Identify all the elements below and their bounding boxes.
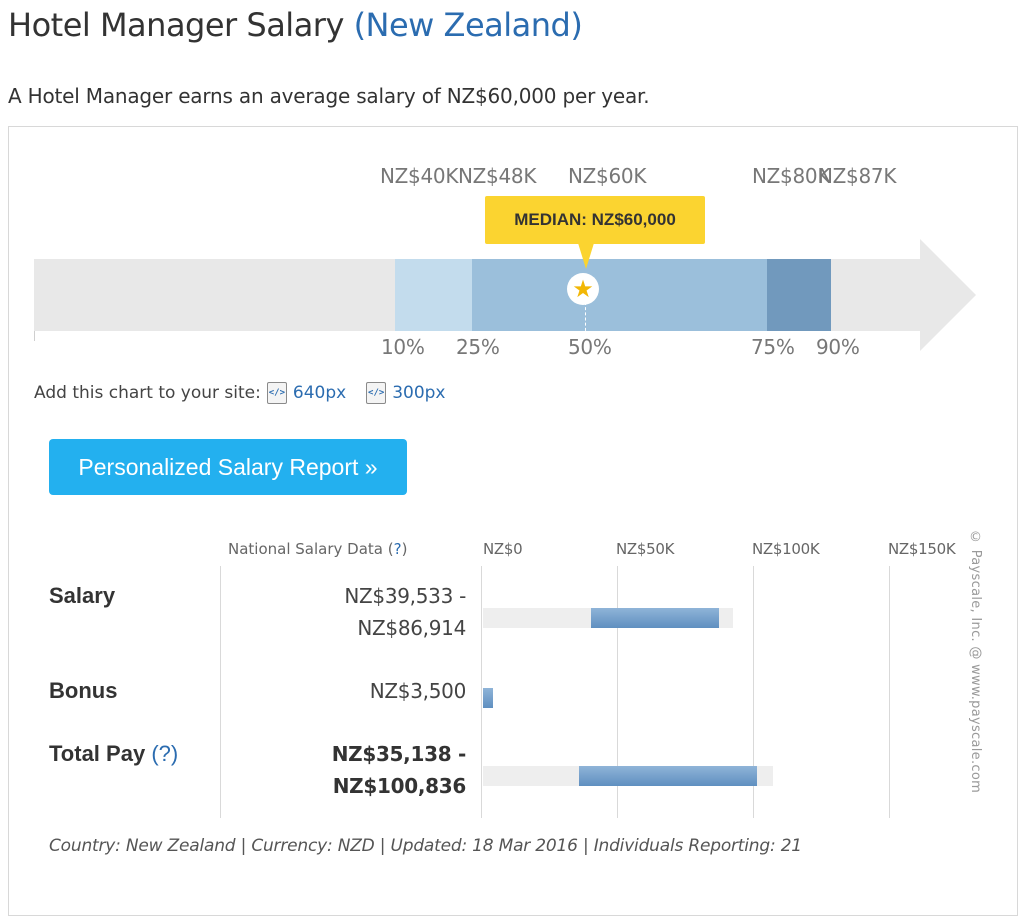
- axis-tick-100k: NZ$100K: [752, 540, 820, 558]
- embed-code-icon[interactable]: </>: [266, 382, 287, 404]
- band-75-90: [767, 259, 831, 331]
- row-label-total-pay: Total Pay (?): [49, 741, 178, 767]
- location-link[interactable]: (New Zealand): [353, 6, 583, 44]
- embed-300-link[interactable]: 300px: [392, 383, 446, 403]
- total-pay-help-link[interactable]: (?): [151, 741, 179, 766]
- percentile-arrow-head: [920, 239, 976, 351]
- bonus-range-bar: [483, 688, 493, 708]
- embed-chart-row: Add this chart to your site: </> 640px <…: [34, 382, 446, 404]
- table-divider: [220, 566, 221, 818]
- salary-range-bar: [590, 608, 720, 628]
- median-marker-line: [585, 302, 586, 336]
- percentile-value-p75: NZ$80K: [752, 164, 831, 188]
- embed-640-link[interactable]: 640px: [292, 383, 347, 403]
- row-value-total-pay: NZ$35,138 - NZ$100,836: [331, 742, 467, 798]
- axis-tick-50k: NZ$50K: [616, 540, 675, 558]
- total-pay-range-bar: [578, 766, 758, 786]
- gridline-50k: [617, 566, 618, 818]
- row-label-salary: Salary: [49, 583, 116, 608]
- percentile-label-p10: 10%: [381, 335, 425, 359]
- percentile-label-p50: 50%: [568, 335, 612, 359]
- footer-meta: Country: New Zealand | Currency: NZD | U…: [49, 836, 802, 856]
- job-title: Hotel Manager Salary: [8, 6, 344, 44]
- row-value-bonus: NZ$3,500: [369, 679, 467, 703]
- national-salary-header-close: ): [401, 540, 408, 558]
- row-label-bonus: Bonus: [49, 678, 118, 703]
- row-value-salary: NZ$39,533 - NZ$86,914: [344, 584, 466, 640]
- gridline-100k: [753, 566, 754, 818]
- percentile-value-p10: NZ$40K: [380, 164, 459, 188]
- gridline-0: [481, 566, 482, 818]
- embed-code-icon[interactable]: </>: [366, 382, 387, 404]
- arrow-start-tick: [34, 331, 35, 341]
- page-title: Hotel Manager Salary (New Zealand): [8, 6, 583, 44]
- personalized-report-button[interactable]: Personalized Salary Report »: [49, 439, 407, 495]
- band-25-75: [472, 259, 767, 331]
- percentile-value-p25: NZ$48K: [458, 164, 537, 188]
- median-star-icon: ★: [567, 273, 599, 305]
- axis-tick-150k: NZ$150K: [888, 540, 956, 558]
- national-salary-header: National Salary Data (?): [228, 540, 407, 558]
- band-10-25: [395, 259, 472, 331]
- total-pay-label: Total Pay: [49, 741, 146, 766]
- national-salary-help-link[interactable]: ?: [393, 540, 402, 558]
- axis-tick-0: NZ$0: [483, 540, 523, 558]
- embed-label: Add this chart to your site:: [34, 383, 261, 403]
- salary-card: [8, 126, 1018, 916]
- percentile-label-p75: 75%: [751, 335, 795, 359]
- percentile-label-p90: 90%: [816, 335, 860, 359]
- intro-text: A Hotel Manager earns an average salary …: [8, 84, 650, 108]
- median-tooltip: MEDIAN: NZ$60,000: [485, 196, 705, 244]
- percentile-value-p50: NZ$60K: [568, 164, 647, 188]
- percentile-label-p25: 25%: [456, 335, 500, 359]
- payscale-copyright: © Payscale, Inc. @ www.payscale.com: [968, 530, 983, 794]
- gridline-150k: [889, 566, 890, 818]
- median-tooltip-pointer: [578, 243, 594, 269]
- percentile-value-p90: NZ$87K: [818, 164, 897, 188]
- national-salary-header-text: National Salary Data (: [228, 540, 394, 558]
